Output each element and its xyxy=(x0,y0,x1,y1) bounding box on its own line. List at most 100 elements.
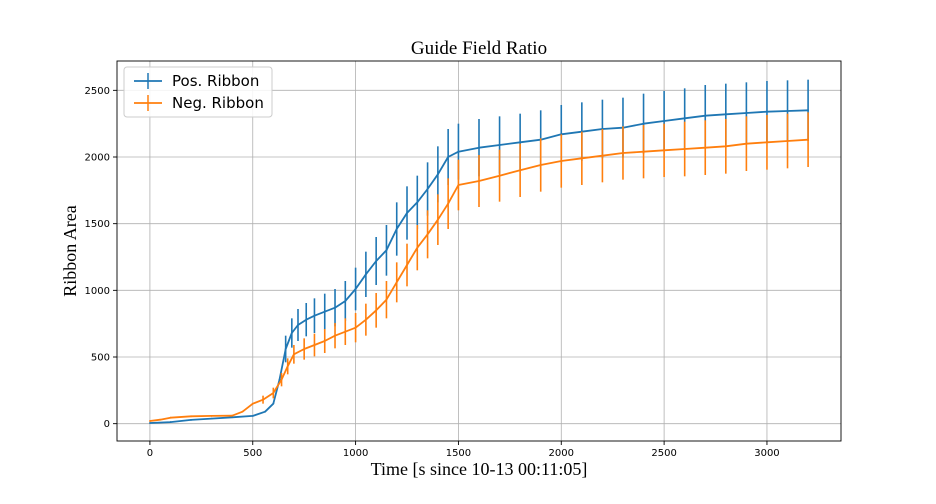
point-neg-ribbon xyxy=(704,146,707,149)
point-neg-ribbon xyxy=(724,145,727,148)
point-pos-ribbon xyxy=(364,273,367,276)
point-neg-ribbon xyxy=(375,309,378,312)
point-pos-ribbon xyxy=(642,122,645,125)
point-pos-ribbon xyxy=(385,249,388,252)
point-pos-ribbon xyxy=(498,144,501,146)
point-neg-ribbon xyxy=(149,420,151,422)
line-neg-ribbon xyxy=(149,138,809,422)
x-tick-label: 2000 xyxy=(549,448,574,459)
point-pos-ribbon xyxy=(416,201,419,204)
x-tick-label: 1000 xyxy=(343,448,368,459)
point-pos-ribbon xyxy=(344,300,347,302)
point-neg-ribbon xyxy=(601,154,604,157)
point-pos-ribbon xyxy=(663,120,666,122)
point-pos-ribbon xyxy=(807,109,809,112)
y-tick-label: 1500 xyxy=(85,219,110,230)
point-neg-ribbon xyxy=(766,141,768,144)
point-pos-ribbon xyxy=(436,173,439,176)
point-pos-ribbon xyxy=(323,310,326,313)
y-tick-label: 500 xyxy=(91,353,110,364)
grid xyxy=(117,61,841,441)
point-pos-ribbon xyxy=(683,117,686,120)
point-pos-ribbon xyxy=(284,348,287,350)
point-pos-ribbon xyxy=(766,110,768,113)
x-tick-label: 1500 xyxy=(446,448,471,459)
point-pos-ribbon xyxy=(406,212,408,214)
point-pos-ribbon xyxy=(447,156,450,158)
point-neg-ribbon xyxy=(478,180,480,182)
point-neg-ribbon xyxy=(426,233,429,236)
point-neg-ribbon xyxy=(519,169,522,172)
point-neg-ribbon xyxy=(642,150,645,153)
point-neg-ribbon xyxy=(580,157,583,160)
point-neg-ribbon xyxy=(303,348,306,350)
point-neg-ribbon xyxy=(231,414,234,417)
point-pos-ribbon xyxy=(354,288,357,290)
point-neg-ribbon xyxy=(251,402,254,405)
legend-item-pos-ribbon: Pos. Ribbon xyxy=(134,72,259,90)
point-neg-ribbon xyxy=(280,378,283,381)
point-neg-ribbon xyxy=(354,326,357,329)
point-pos-ribbon xyxy=(210,417,213,420)
ticks: 0 500 1000 1500 2000 2500 3000 0 500 1000 1500 2000… xyxy=(85,86,780,459)
x-tick-label: 500 xyxy=(243,448,262,459)
point-neg-ribbon xyxy=(807,138,809,141)
point-neg-ribbon xyxy=(190,415,192,418)
legend-box xyxy=(123,66,273,118)
point-pos-ribbon xyxy=(290,332,293,334)
x-tick-label: 0 xyxy=(147,448,153,459)
point-neg-ribbon xyxy=(210,415,213,417)
point-neg-ribbon xyxy=(334,334,336,337)
legend-label-pos-ribbon: Pos. Ribbon xyxy=(172,72,259,90)
point-neg-ribbon xyxy=(262,398,264,401)
point-neg-ribbon xyxy=(406,264,408,266)
point-neg-ribbon xyxy=(447,202,450,205)
point-pos-ribbon xyxy=(278,378,281,381)
point-neg-ribbon xyxy=(663,149,666,152)
point-neg-ribbon xyxy=(286,365,289,368)
point-pos-ribbon xyxy=(704,114,707,117)
point-neg-ribbon xyxy=(436,218,439,221)
series-pos-ribbon xyxy=(149,79,809,424)
legend-label-neg-ribbon: Neg. Ribbon xyxy=(172,94,264,112)
series-neg-ribbon xyxy=(149,112,809,422)
point-neg-ribbon xyxy=(159,418,162,421)
point-pos-ribbon xyxy=(149,422,151,424)
plot-series xyxy=(149,79,809,424)
legend: Pos. Ribbon Neg. Ribbon xyxy=(123,66,273,118)
y-tick-label: 2000 xyxy=(85,153,110,164)
point-pos-ribbon xyxy=(297,324,299,326)
axes xyxy=(116,60,842,442)
point-pos-ribbon xyxy=(519,141,522,144)
x-tick-label: 3000 xyxy=(754,448,779,459)
point-pos-ribbon xyxy=(190,419,192,421)
point-pos-ribbon xyxy=(272,402,275,405)
point-neg-ribbon xyxy=(560,160,563,162)
y-axis-label: Ribbon Area xyxy=(60,205,80,297)
point-neg-ribbon xyxy=(539,164,542,166)
point-neg-ribbon xyxy=(622,152,624,154)
point-pos-ribbon xyxy=(395,228,398,230)
point-neg-ribbon xyxy=(457,184,460,186)
point-pos-ribbon xyxy=(313,314,316,317)
point-pos-ribbon xyxy=(169,421,172,423)
point-neg-ribbon xyxy=(364,318,367,321)
point-neg-ribbon xyxy=(745,142,748,145)
point-neg-ribbon xyxy=(786,140,789,142)
point-pos-ribbon xyxy=(457,150,460,153)
point-neg-ribbon xyxy=(272,392,275,394)
x-tick-label: 2500 xyxy=(651,448,676,459)
plot-frame xyxy=(116,60,842,442)
point-neg-ribbon xyxy=(683,148,686,150)
legend-item-neg-ribbon: Neg. Ribbon xyxy=(134,94,264,112)
point-pos-ribbon xyxy=(426,188,429,190)
point-pos-ribbon xyxy=(745,112,748,114)
point-pos-ribbon xyxy=(724,113,727,116)
point-neg-ribbon xyxy=(323,340,326,342)
point-pos-ribbon xyxy=(478,146,480,149)
point-neg-ribbon xyxy=(385,298,388,301)
point-pos-ribbon xyxy=(231,416,234,419)
point-pos-ribbon xyxy=(264,410,266,413)
